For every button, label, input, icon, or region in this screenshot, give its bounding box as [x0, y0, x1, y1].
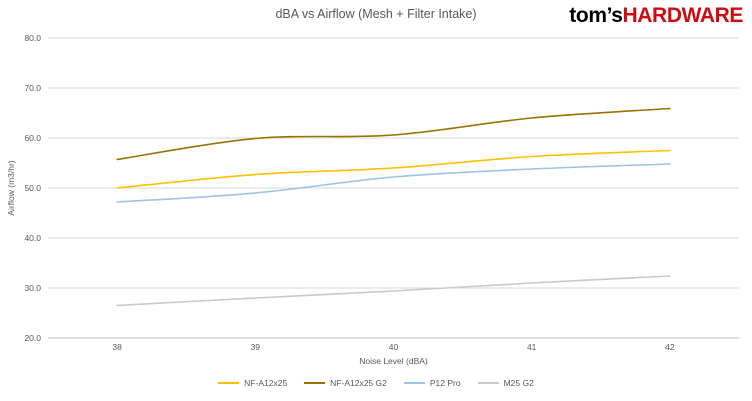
- toms-hardware-logo: tom’sHARDWARE: [569, 4, 743, 28]
- logo-toms-text: tom’s: [569, 4, 623, 27]
- y-tick-label: 60.0: [24, 133, 41, 143]
- legend-swatch-p12-pro: [403, 382, 425, 384]
- legend-item-nf-a12x25: NF-A12x25: [218, 378, 287, 388]
- legend-item-nf-a12x25-g2: NF-A12x25 G2: [304, 378, 387, 388]
- series-line-nf-a12x25-g2: [116, 107, 671, 161]
- legend-label-m25-g2: M25 G2: [503, 378, 534, 388]
- legend-item-p12-pro: P12 Pro: [403, 378, 461, 388]
- y-tick-label: 30.0: [24, 283, 41, 293]
- series-line-p12-pro: [116, 163, 671, 203]
- legend-swatch-nf-a12x25-g2: [304, 382, 326, 384]
- x-tick-label: 38: [112, 342, 122, 352]
- y-tick-label: 80.0: [24, 33, 41, 43]
- y-tick-label: 20.0: [24, 333, 41, 343]
- legend-label-p12-pro: P12 Pro: [429, 378, 461, 388]
- legend-label-nf-a12x25: NF-A12x25: [244, 378, 288, 388]
- series-line-m25-g2: [116, 275, 671, 307]
- legend-label-nf-a12x25-g2: NF-A12x25 G2: [330, 378, 387, 388]
- chart-legend: NF-A12x25 NF-A12x25 G2 P12 Pro M25 G2: [0, 378, 752, 388]
- legend-swatch-m25-g2: [477, 382, 499, 384]
- series-line-nf-a12x25: [116, 149, 671, 189]
- x-tick-label: 41: [527, 342, 537, 352]
- legend-item-m25-g2: M25 G2: [477, 378, 534, 388]
- legend-swatch-nf-a12x25: [218, 382, 240, 384]
- x-tick-label: 40: [389, 342, 399, 352]
- y-tick-label: 40.0: [24, 233, 41, 243]
- x-axis-title: Noise Level (dBA): [359, 356, 428, 366]
- logo-hardware-text: HARDWARE: [622, 4, 744, 27]
- y-tick-label: 70.0: [24, 83, 41, 93]
- chart-title: dBA vs Airflow (Mesh + Filter Intake): [275, 7, 477, 21]
- y-tick-label: 50.0: [24, 183, 41, 193]
- y-axis-title: Airflow (m3/hr): [6, 160, 16, 215]
- x-tick-label: 42: [665, 342, 675, 352]
- x-tick-label: 39: [251, 342, 261, 352]
